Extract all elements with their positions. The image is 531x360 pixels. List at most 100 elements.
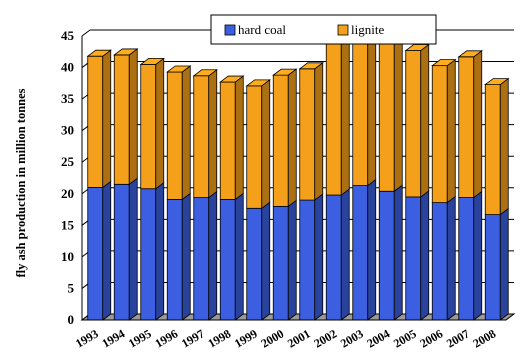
x-tick-label-1998: 1998 bbox=[205, 326, 233, 350]
bar-hard-coal-1999 bbox=[246, 201, 271, 321]
bar-lignite-2000-side bbox=[287, 68, 297, 208]
bar-hard-coal-1999-front bbox=[246, 207, 263, 321]
bar-hard-coal-1994-side bbox=[128, 177, 138, 321]
bar-lignite-2000 bbox=[272, 68, 298, 208]
bar-lignite-1996 bbox=[166, 65, 192, 201]
bars bbox=[86, 14, 510, 321]
bar-hard-coal-2001-front bbox=[299, 199, 316, 321]
bar-lignite-1996-front bbox=[166, 71, 183, 200]
bar-lignite-1994-side bbox=[128, 48, 138, 186]
bar-lignite-2001-front bbox=[299, 68, 316, 201]
bar-lignite-1997-side bbox=[208, 68, 218, 199]
y-tick-label: 40 bbox=[61, 60, 74, 75]
bar-lignite-2002 bbox=[325, 17, 351, 196]
bar-lignite-2007-front bbox=[458, 56, 475, 198]
x-tick-label-1996: 1996 bbox=[152, 326, 180, 350]
bar-hard-coal-1998-side bbox=[234, 192, 244, 321]
bar-hard-coal-1993-side bbox=[102, 180, 112, 321]
bar-lignite-1999-side bbox=[261, 79, 271, 210]
bar-hard-coal-2007-front bbox=[458, 197, 475, 321]
bar-hard-coal-1995-front bbox=[140, 188, 157, 321]
bar-hard-coal-2008 bbox=[484, 207, 509, 321]
legend: hard coal lignite bbox=[210, 14, 437, 45]
bar-lignite-2001 bbox=[298, 62, 324, 201]
bar-lignite-2001-top bbox=[298, 62, 324, 70]
bar-lignite-1998-side bbox=[234, 75, 244, 201]
legend-box bbox=[210, 14, 437, 45]
x-tick-label-1994: 1994 bbox=[99, 326, 127, 350]
bar-hard-coal-2004 bbox=[378, 184, 403, 321]
bar-lignite-2000-front bbox=[272, 74, 289, 207]
bar-hard-coal-1998 bbox=[219, 192, 244, 321]
bar-hard-coal-1997-front bbox=[193, 197, 210, 321]
legend-swatch-lignite bbox=[337, 24, 349, 36]
bar-hard-coal-1997-side bbox=[208, 190, 218, 321]
x-tick-label-2002: 2002 bbox=[311, 326, 339, 350]
bar-lignite-2007 bbox=[457, 50, 483, 199]
y-tick-label: 20 bbox=[61, 186, 74, 201]
bar-hard-coal-2004-front bbox=[378, 190, 395, 321]
bar-lignite-2007-side bbox=[473, 50, 483, 199]
bar-hard-coal-2003-side bbox=[367, 178, 377, 321]
bar-lignite-2002-front bbox=[325, 24, 342, 196]
bar-lignite-1997-top bbox=[192, 69, 218, 77]
bar-lignite-1995-front bbox=[140, 64, 157, 190]
bar-lignite-1993-front bbox=[87, 55, 104, 188]
bar-hard-coal-2000-side bbox=[287, 199, 297, 321]
bar-lignite-2000-top bbox=[272, 68, 298, 76]
x-tick-label-2003: 2003 bbox=[338, 326, 366, 350]
bar-hard-coal-2008-front bbox=[484, 214, 501, 321]
bar-lignite-2004 bbox=[378, 18, 404, 193]
x-tick-label-2000: 2000 bbox=[258, 326, 286, 350]
x-tick-label-1997: 1997 bbox=[179, 326, 207, 350]
bar-lignite-1994-front bbox=[113, 54, 130, 185]
y-tick-label: 5 bbox=[68, 280, 75, 295]
x-tick-label-2005: 2005 bbox=[391, 326, 419, 350]
bar-lignite-2006 bbox=[431, 58, 457, 204]
bar-lignite-1993-side bbox=[102, 49, 112, 189]
y-tick-label: 15 bbox=[61, 217, 75, 232]
bar-lignite-1996-side bbox=[181, 65, 191, 201]
bar-hard-coal-1993 bbox=[87, 180, 112, 321]
bar-hard-coal-2002-side bbox=[340, 188, 350, 321]
bar-hard-coal-1999-side bbox=[261, 201, 271, 321]
bar-lignite-1997-front bbox=[193, 75, 210, 198]
bar-hard-coal-2003-front bbox=[352, 185, 369, 321]
bar-hard-coal-2002 bbox=[325, 188, 350, 321]
bar-hard-coal-2000 bbox=[272, 199, 297, 321]
bar-lignite-2005-side bbox=[420, 43, 430, 198]
bar-lignite-1993-top bbox=[86, 49, 112, 57]
bar-hard-coal-2007 bbox=[458, 190, 483, 321]
bar-hard-coal-2001 bbox=[299, 193, 324, 321]
bar-lignite-1997 bbox=[192, 68, 218, 199]
y-tick-label: 30 bbox=[61, 123, 74, 138]
bar-hard-coal-1994 bbox=[113, 177, 138, 321]
x-tick-label-2001: 2001 bbox=[285, 326, 313, 350]
bar-hard-coal-2006-front bbox=[431, 202, 448, 321]
bar-lignite-2003-front bbox=[352, 21, 369, 186]
y-tick-label: 25 bbox=[61, 154, 75, 169]
bar-hard-coal-2006 bbox=[431, 195, 456, 321]
bar-lignite-1998-front bbox=[219, 81, 236, 200]
bar-lignite-2006-side bbox=[446, 58, 456, 204]
bar-hard-coal-2005-side bbox=[420, 190, 430, 321]
bar-lignite-1999 bbox=[245, 79, 271, 210]
bar-lignite-1999-front bbox=[246, 85, 263, 209]
x-tick-label-2007: 2007 bbox=[444, 326, 472, 350]
bar-lignite-2008-front bbox=[484, 84, 501, 216]
bar-lignite-1995 bbox=[139, 57, 165, 190]
bar-hard-coal-2005-front bbox=[405, 196, 422, 321]
x-tick-label-1993: 1993 bbox=[73, 326, 101, 350]
bar-lignite-2002-side bbox=[340, 17, 350, 196]
bar-lignite-2005 bbox=[404, 43, 430, 198]
bar-hard-coal-2002-front bbox=[325, 194, 342, 321]
bar-hard-coal-1995 bbox=[140, 181, 165, 321]
bar-hard-coal-2000-front bbox=[272, 205, 289, 321]
bar-lignite-1998 bbox=[219, 75, 245, 201]
bar-hard-coal-1996 bbox=[166, 192, 191, 321]
bar-hard-coal-2003 bbox=[352, 178, 377, 321]
bar-hard-coal-1996-front bbox=[166, 199, 183, 321]
bar-hard-coal-1996-side bbox=[181, 192, 191, 321]
bar-lignite-2005-front bbox=[405, 50, 422, 198]
